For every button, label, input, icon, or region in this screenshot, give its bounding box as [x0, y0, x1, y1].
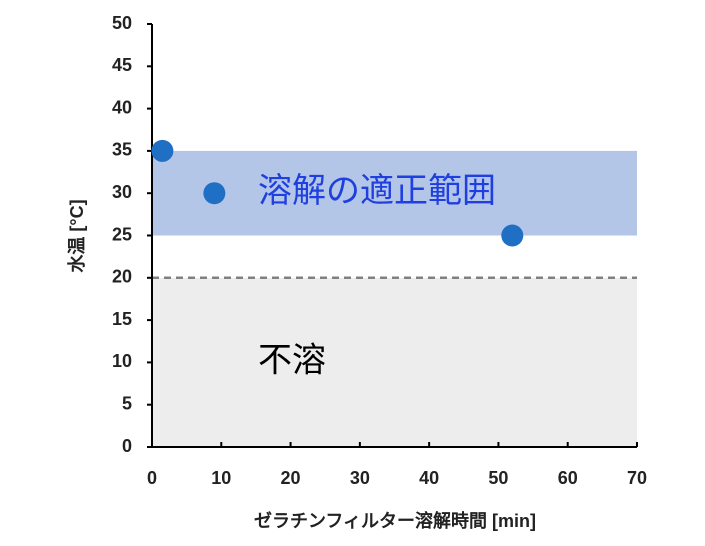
y-tick-label: 50: [112, 13, 132, 33]
point: [151, 139, 174, 162]
x-tick-label: 0: [147, 468, 157, 488]
y-tick-label: 0: [122, 436, 132, 456]
y-tick-label: 30: [112, 182, 132, 202]
x-tick-label: 30: [350, 468, 370, 488]
y-tick-label: 45: [112, 55, 132, 75]
point: [501, 224, 524, 247]
x-tick-label: 70: [627, 468, 647, 488]
x-tick-label: 10: [211, 468, 231, 488]
x-tick-label: 60: [558, 468, 578, 488]
y-tick-label: 10: [112, 351, 132, 371]
y-tick-label: 25: [112, 224, 132, 244]
region-label: 溶解の適正範囲: [258, 172, 496, 210]
region-label: 不溶: [258, 341, 326, 379]
x-tick-label: 20: [281, 468, 301, 488]
y-tick-label: 20: [112, 267, 132, 287]
region: [152, 277, 637, 447]
y-tick-label: 35: [112, 140, 132, 160]
x-tick-label: 50: [488, 468, 508, 488]
y-tick-label: 5: [122, 393, 132, 413]
y-tick-label: 15: [112, 309, 132, 329]
region: [152, 150, 637, 236]
point: [203, 182, 226, 205]
y-axis-label: 水温 [°C]: [66, 199, 87, 272]
x-axis-label: ゼラチンフィルター溶解時間 [min]: [254, 510, 536, 531]
x-tick-label: 40: [419, 468, 439, 488]
y-tick-label: 40: [112, 97, 132, 117]
